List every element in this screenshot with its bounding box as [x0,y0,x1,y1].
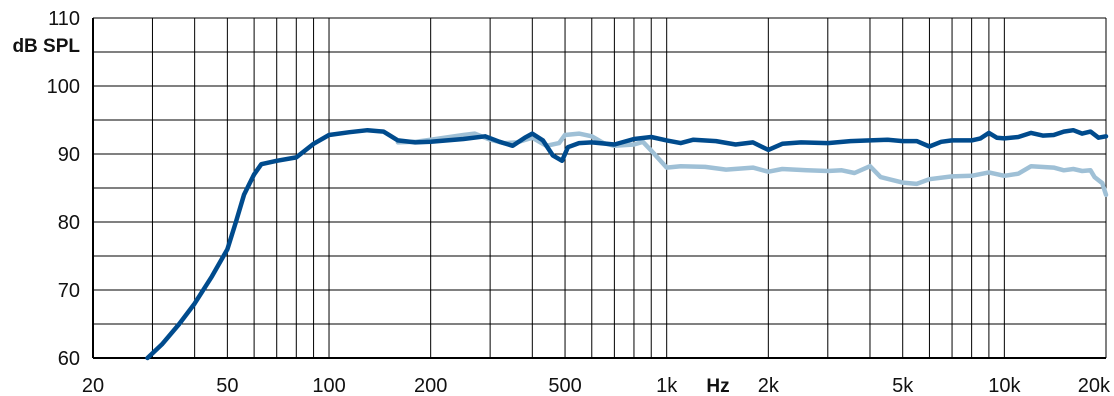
x-tick-label: 20 [82,375,104,396]
x-tick-label: 1k [656,375,678,396]
y-tick-label: 70 [58,280,80,302]
series-line-dark [145,127,1109,361]
x-tick-label: 5k [892,375,914,396]
x-tick-label: 10k [988,375,1021,396]
y-tick-label: 60 [58,348,80,370]
x-tick-labels: 20 50 100 200 500 1k 2k 5k 10k 20k [82,375,1111,396]
x-tick-label: 100 [312,375,345,396]
y-tick-label: 90 [58,144,80,166]
y-tick-label: 80 [58,212,80,234]
x-tick-label: 20k [1078,375,1111,396]
y-tick-label: 100 [47,76,80,98]
x-axis-label: Hz [706,376,729,396]
y-tick-label: 110 [48,8,80,30]
curves [145,127,1109,361]
y-axis-label: dB SPL [12,36,80,57]
x-tick-label: 2k [758,375,780,396]
y-tick-labels: 60 70 80 90 100 110 [47,8,80,370]
series-line-light [395,131,1109,198]
x-tick-label: 50 [216,375,238,396]
x-tick-label: 200 [414,375,447,396]
x-tick-label: 500 [548,375,581,396]
